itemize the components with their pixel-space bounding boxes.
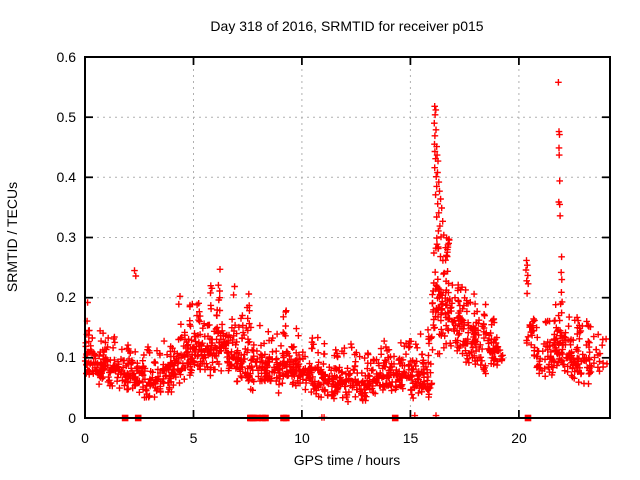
y-tick-label-0-5: 0.5	[57, 109, 77, 125]
plot-border	[84, 56, 611, 419]
y-tick-label-0-6: 0.6	[57, 49, 77, 65]
x-tick-label-20: 20	[511, 430, 527, 446]
y-tick-label-0: 0	[68, 410, 76, 426]
x-tick-label-10: 10	[294, 430, 310, 446]
scatter-points	[81, 79, 611, 421]
axes-and-border	[84, 56, 611, 419]
y-tick-label-0-4: 0.4	[57, 169, 77, 185]
scatter-series	[81, 79, 611, 421]
x-tick-label-5: 5	[190, 430, 198, 446]
y-tick-label-0-1: 0.1	[57, 349, 77, 365]
y-tick-label-0-3: 0.3	[57, 229, 77, 245]
x-axis-title: GPS time / hours	[294, 452, 401, 468]
y-axis-title: SRMTID / TECUs	[4, 182, 20, 292]
x-tick-label-0: 0	[81, 430, 89, 446]
x-tick-label-15: 15	[403, 430, 419, 446]
y-tick-label-0-2: 0.2	[57, 289, 77, 305]
chart-title: Day 318 of 2016, SRMTID for receiver p01…	[210, 18, 483, 34]
